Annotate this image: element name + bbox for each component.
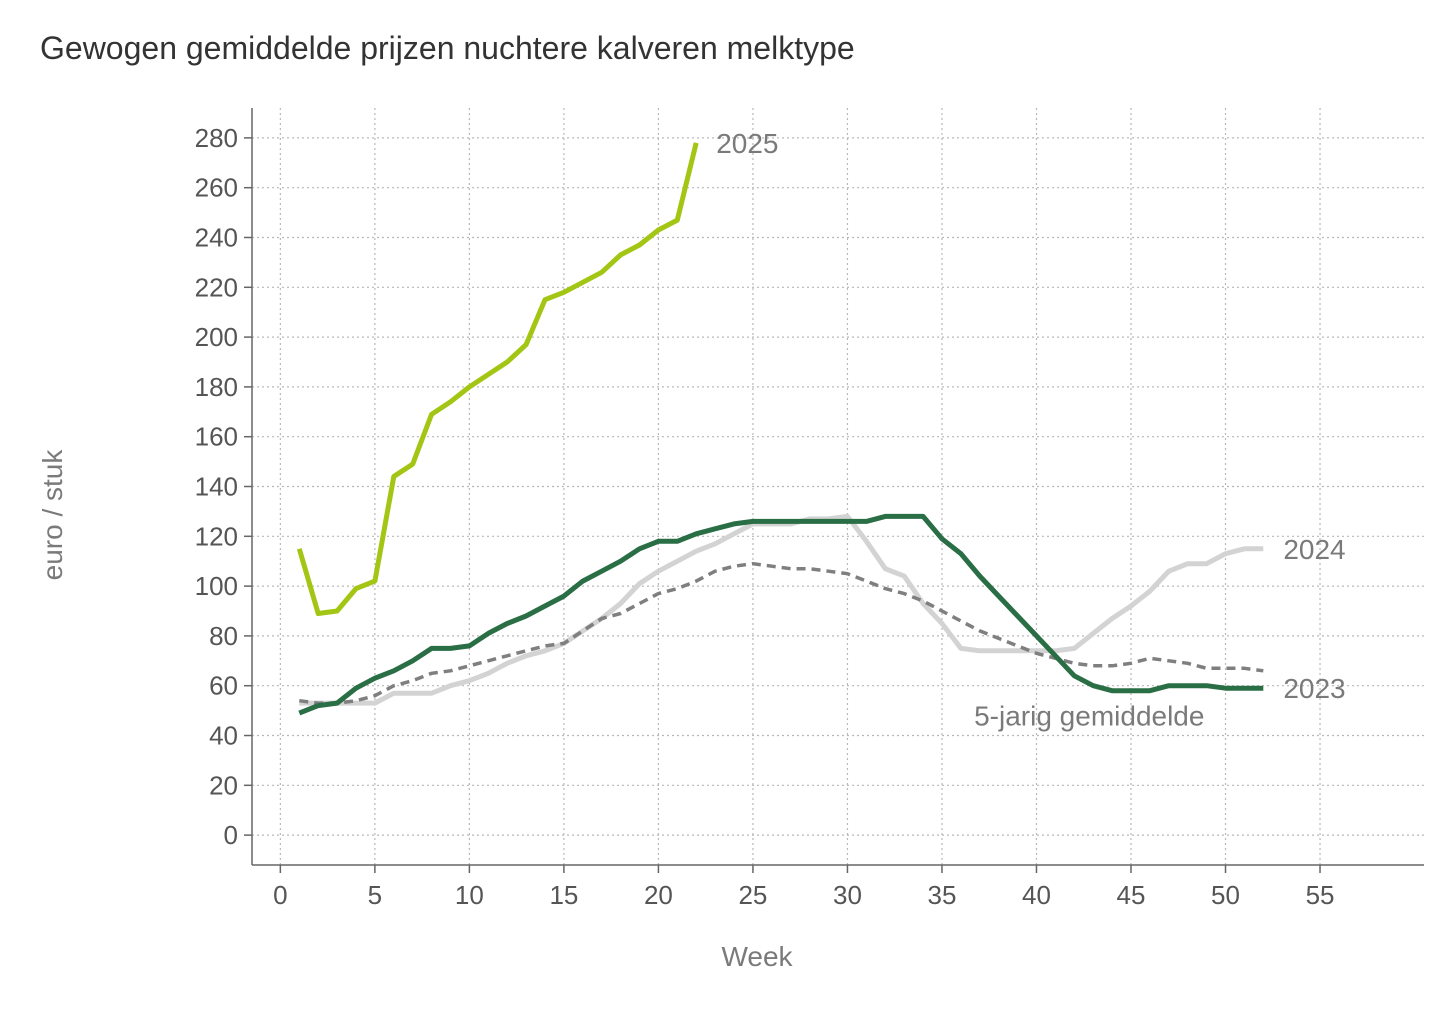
x-tick-label: 0 bbox=[273, 880, 287, 910]
y-axis-title: euro / stuk bbox=[37, 449, 68, 581]
y-tick-label: 160 bbox=[195, 422, 238, 452]
x-tick-label: 50 bbox=[1211, 880, 1240, 910]
x-tick-label: 30 bbox=[833, 880, 862, 910]
x-tick-label: 25 bbox=[738, 880, 767, 910]
chart-title: Gewogen gemiddelde prijzen nuchtere kalv… bbox=[40, 30, 855, 66]
y-tick-label: 260 bbox=[195, 173, 238, 203]
x-tick-label: 10 bbox=[455, 880, 484, 910]
y-tick-label: 80 bbox=[209, 621, 238, 651]
y-axis-ticks: 0 20 40 60 80 100 120 140 160 180 200 220 240 260 280 bbox=[195, 123, 252, 850]
y-tick-label: 200 bbox=[195, 322, 238, 352]
x-axis-ticks: 0 5 10 15 20 25 30 35 40 45 50 55 bbox=[273, 865, 1334, 910]
y-tick-label: 40 bbox=[209, 721, 238, 751]
y-tick-label: 120 bbox=[195, 521, 238, 551]
series-label-2024: 2024 bbox=[1283, 534, 1345, 565]
x-tick-label: 15 bbox=[549, 880, 578, 910]
y-tick-label: 280 bbox=[195, 123, 238, 153]
y-tick-label: 100 bbox=[195, 571, 238, 601]
series-line-2025 bbox=[296, 142, 699, 616]
series-lines bbox=[296, 142, 1264, 716]
y-tick-label: 60 bbox=[209, 671, 238, 701]
x-tick-label: 40 bbox=[1022, 880, 1051, 910]
series-line-2023 bbox=[298, 513, 1264, 716]
y-tick-label: 20 bbox=[209, 770, 238, 800]
series-line-5-jarig-gemiddelde bbox=[299, 561, 1264, 705]
series-label-5-jarig-gemiddelde: 5-jarig gemiddelde bbox=[974, 701, 1204, 732]
x-tick-label: 55 bbox=[1306, 880, 1335, 910]
y-tick-label: 240 bbox=[195, 222, 238, 252]
x-tick-label: 35 bbox=[928, 880, 957, 910]
grid bbox=[252, 108, 1424, 865]
series-line-2024 bbox=[299, 513, 1264, 706]
series-label-2025: 2025 bbox=[716, 128, 778, 159]
x-axis-title: Week bbox=[721, 941, 793, 972]
series-labels: 2024 5-jarig gemiddelde 2023 2025 bbox=[716, 128, 1345, 732]
y-tick-label: 180 bbox=[195, 372, 238, 402]
x-tick-label: 20 bbox=[644, 880, 673, 910]
x-tick-label: 45 bbox=[1117, 880, 1146, 910]
y-tick-label: 0 bbox=[224, 820, 238, 850]
series-label-2023: 2023 bbox=[1283, 673, 1345, 704]
x-tick-label: 5 bbox=[368, 880, 382, 910]
y-tick-label: 140 bbox=[195, 472, 238, 502]
y-tick-label: 220 bbox=[195, 272, 238, 302]
